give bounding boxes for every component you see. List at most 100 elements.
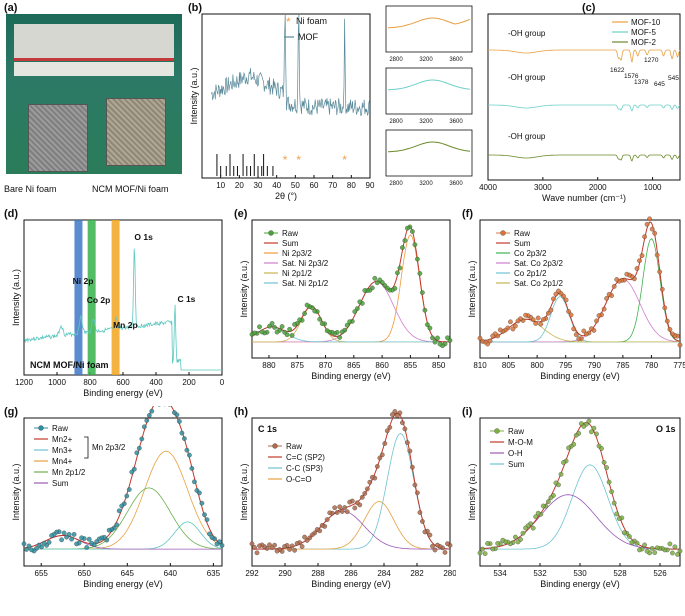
f-legend-label-0: Raw <box>514 229 530 238</box>
g-legend-label-0: Raw <box>52 424 68 433</box>
h-raw-point-59 <box>300 544 304 548</box>
i-raw-point-44 <box>566 446 570 450</box>
f-raw-point-33 <box>594 319 598 323</box>
f-raw-point-8 <box>658 270 662 274</box>
g-raw-point-8 <box>200 501 204 505</box>
g-raw-point-38 <box>125 494 129 498</box>
h-legend-label-1: C=C (SP2) <box>286 453 325 462</box>
f-raw-point-64 <box>516 319 520 323</box>
h-component-0 <box>252 434 450 550</box>
f-raw-point-29 <box>604 296 608 300</box>
d-ylabel: Intensity (a.u.) <box>11 269 21 326</box>
h-legend-label-2: C-C (SP3) <box>286 464 323 473</box>
inset-tick-2-0: 2800 <box>389 181 403 187</box>
i-raw-point-27 <box>609 490 613 494</box>
inset-tick-0-1: 3200 <box>419 57 433 63</box>
e-raw-point-44 <box>338 335 342 339</box>
b-xtick-label-2: 30 <box>254 181 263 190</box>
f-raw-point-74 <box>491 334 495 338</box>
h-raw-point-43 <box>340 509 344 513</box>
h-raw-point-37 <box>355 501 359 505</box>
c-annotation-peak-5: 545 <box>668 75 679 82</box>
h-raw-point-1 <box>445 542 449 546</box>
h-raw-point-5 <box>435 543 439 547</box>
d-peak-label-2: Co 2p <box>87 295 111 305</box>
i-raw-point-16 <box>637 548 641 552</box>
h-raw-point-2 <box>443 550 447 554</box>
d-xtick-label-5: 200 <box>182 378 196 387</box>
e-raw-point-19 <box>400 245 404 249</box>
i-raw-point-64 <box>516 540 520 544</box>
d-band-2 <box>112 220 120 375</box>
f-xtick-label-1: 805 <box>502 361 516 370</box>
photo-ni-foam <box>6 14 182 174</box>
e-raw-point-76 <box>257 325 261 329</box>
panel-label-d: (d) <box>4 208 18 220</box>
h-raw-point-49 <box>325 517 329 521</box>
h-raw-point-77 <box>255 551 259 555</box>
e-raw-point-58 <box>302 311 306 315</box>
e-raw-point-75 <box>260 330 264 334</box>
e-raw-point-30 <box>373 276 377 280</box>
e-raw-point-60 <box>297 318 301 322</box>
inset-frame-1 <box>386 68 472 114</box>
f-raw-point-67 <box>508 320 512 324</box>
i-component-0 <box>480 465 680 549</box>
g-ylabel: Intensity (a.u.) <box>11 463 21 520</box>
f-legend-label-4: Co 2p1/2 <box>514 269 547 278</box>
f-raw-point-42 <box>572 327 576 331</box>
panel-label-c: (c) <box>582 2 595 14</box>
e-xtick-label-6: 850 <box>432 361 446 370</box>
e-raw-point-41 <box>345 323 349 327</box>
h-raw-point-35 <box>360 495 364 499</box>
inset-tick-2-1: 3200 <box>419 181 433 187</box>
f-raw-point-12 <box>647 217 651 221</box>
e-raw-point-64 <box>287 327 291 331</box>
c-annotation-peak-4: 645 <box>654 81 665 88</box>
i-raw-point-65 <box>513 535 517 539</box>
h-raw-point-45 <box>335 510 339 514</box>
g-raw-point-17 <box>177 419 181 423</box>
i-raw-point-61 <box>523 526 527 530</box>
f-legend-label-2: Co 2p3/2 <box>514 249 547 258</box>
g-legend-label-1: Mn2+ <box>52 435 73 444</box>
d-xtick-label-6: 0 <box>220 378 225 387</box>
f-raw-point-54 <box>541 317 545 321</box>
c-annotation-peak-2: 1378 <box>634 79 649 86</box>
inset-tick-0-0: 2800 <box>389 57 403 63</box>
f-raw-point-25 <box>615 277 619 281</box>
e-raw-point-67 <box>280 324 284 328</box>
e-raw-point-70 <box>272 325 276 329</box>
i-raw-point-39 <box>579 421 583 425</box>
inset-tick-1-1: 3200 <box>419 119 433 125</box>
h-raw-point-12 <box>418 510 422 514</box>
d-xtick-label-1: 1000 <box>48 378 66 387</box>
f-raw-point-0 <box>678 343 682 347</box>
e-raw-point-63 <box>290 333 294 337</box>
e-raw-point-57 <box>305 303 309 307</box>
h-raw-point-14 <box>413 483 417 487</box>
g-legend-label-5: Sum <box>52 479 69 488</box>
f-legend-label-1: Sum <box>514 239 531 248</box>
e-legend-marker-0 <box>269 231 274 236</box>
i-component-1 <box>480 495 680 549</box>
g-raw-point-56 <box>79 536 83 540</box>
f-raw-point-61 <box>523 313 527 317</box>
h-legend-label-0: Raw <box>286 442 302 451</box>
f-xtick-label-0: 810 <box>473 361 487 370</box>
f-xtick-label-5: 785 <box>616 361 630 370</box>
f-raw-point-35 <box>589 327 593 331</box>
caption-bare-ni-foam: Bare Ni foam <box>4 184 57 194</box>
e-raw-point-69 <box>275 330 279 334</box>
g-raw-point-78 <box>24 547 28 551</box>
e-raw-point-11 <box>420 290 424 294</box>
h-raw-point-76 <box>257 544 261 548</box>
e-raw-point-38 <box>353 309 357 313</box>
g-raw-point-62 <box>64 535 68 539</box>
i-raw-point-47 <box>559 472 563 476</box>
f-raw-point-7 <box>660 287 664 291</box>
ncm-mof-ni-foam-sample <box>106 98 166 166</box>
